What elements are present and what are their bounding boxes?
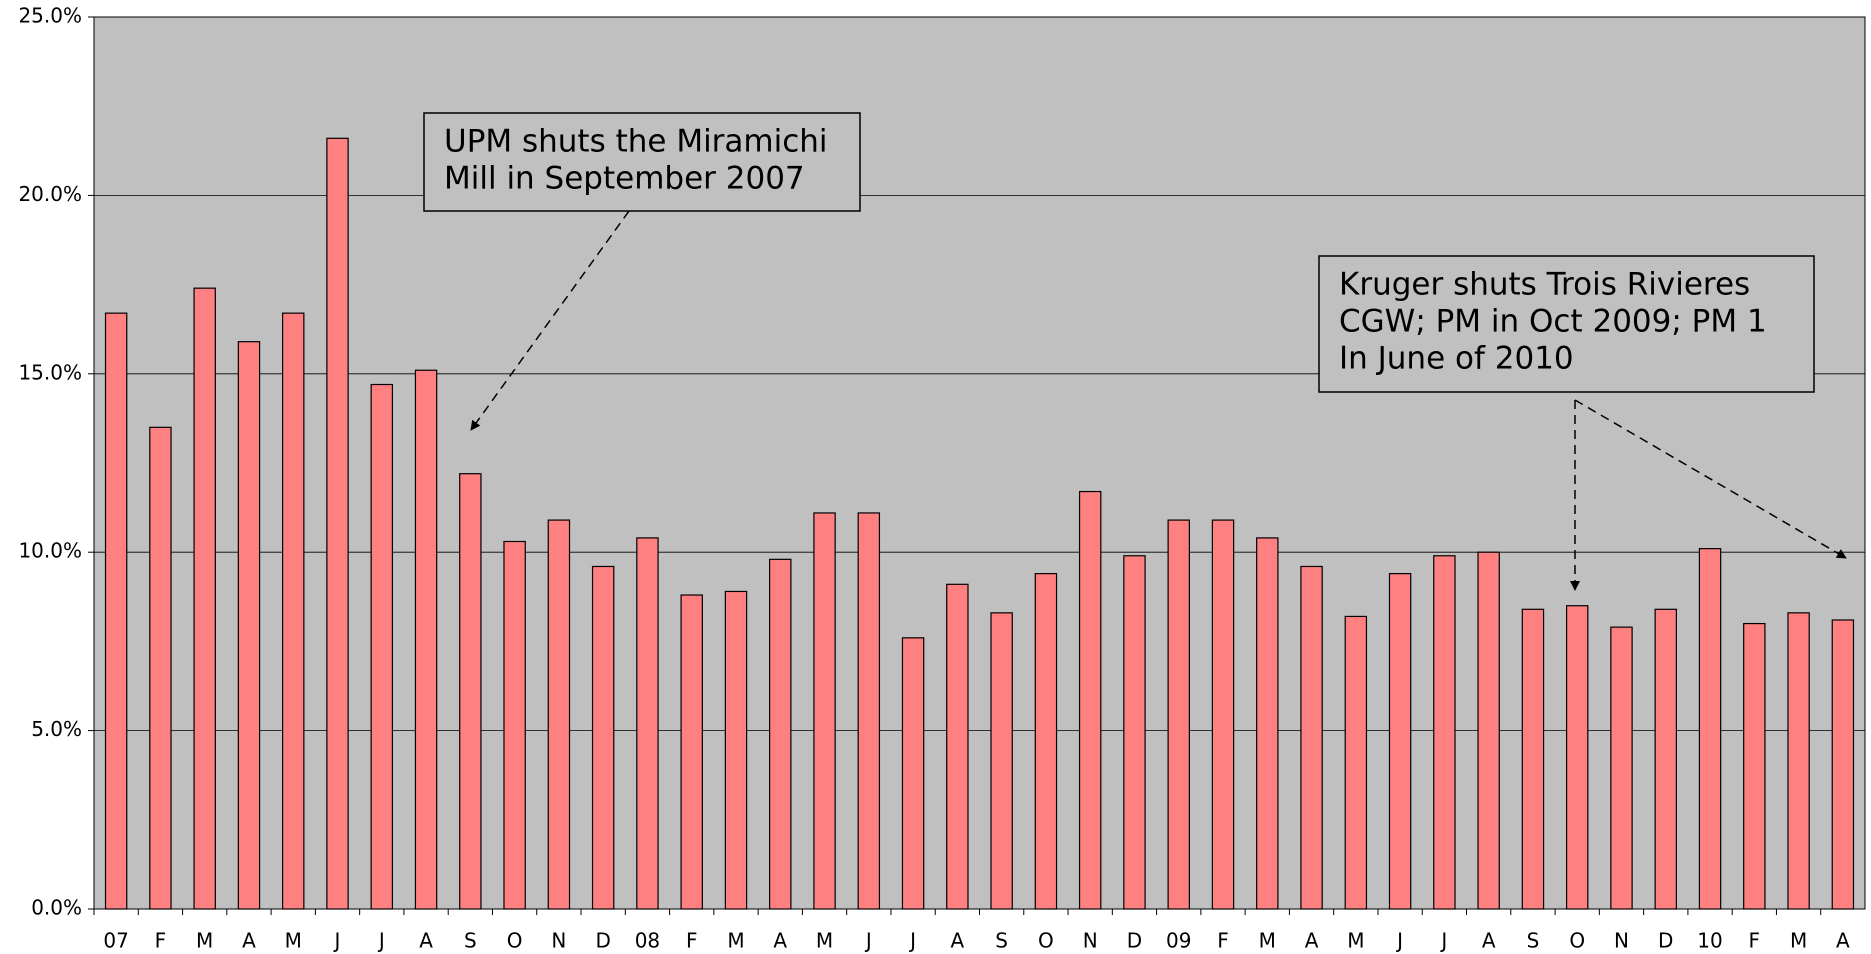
x-tick-label: D (595, 929, 610, 953)
annotation-arrow (1574, 399, 1847, 559)
x-tick-label: D (1658, 929, 1673, 953)
bar (1477, 551, 1500, 910)
bar (1787, 612, 1810, 910)
x-tick-label: O (507, 929, 523, 953)
x-tick-label: M (1347, 929, 1364, 953)
x-tick-label: 09 (1166, 929, 1191, 953)
x-tick-label: S (464, 929, 477, 953)
x-tick-label: J (864, 929, 872, 953)
x-tick-label: 07 (103, 929, 128, 953)
bar (503, 540, 526, 910)
annotation-text: UPM shuts the Miramichi (444, 124, 828, 160)
y-tick-label: 25.0% (18, 4, 82, 28)
x-tick-label: N (551, 929, 566, 953)
bar (990, 612, 1013, 910)
bar (724, 590, 748, 910)
bar (1167, 519, 1190, 910)
x-tick-label: A (242, 929, 256, 953)
bar (1743, 622, 1766, 910)
bar (326, 137, 349, 910)
x-tick-label: M (196, 929, 213, 953)
y-tick-label: 20.0% (18, 182, 82, 206)
bar (1698, 548, 1722, 910)
x-tick-label: 10 (1697, 929, 1722, 953)
y-tick-label: 0.0% (31, 896, 82, 920)
bar (1610, 626, 1633, 910)
annotation-box (423, 112, 861, 212)
bar (149, 426, 172, 910)
bar (1565, 605, 1589, 910)
annotation-text: Mill in September 2007 (444, 161, 805, 197)
x-tick-label: F (1217, 929, 1229, 953)
annotation-box (1318, 255, 1815, 393)
x-tick-label: J (1439, 929, 1447, 953)
bar (104, 312, 128, 910)
x-tick-label: J (377, 929, 385, 953)
x-tick-label: A (1305, 929, 1319, 953)
x-tick-label: J (908, 929, 916, 953)
annotation-text: In June of 2010 (1339, 341, 1574, 377)
bar (459, 473, 482, 910)
y-tick-label: 5.0% (31, 717, 82, 741)
x-tick-label: A (1482, 929, 1496, 953)
x-tick-label: F (1749, 929, 1761, 953)
x-tick-label: O (1569, 929, 1585, 953)
x-tick-label: F (155, 929, 167, 953)
x-tick-label: 08 (635, 929, 660, 953)
bar (1521, 608, 1545, 910)
x-tick-label: N (1614, 929, 1629, 953)
bar (1256, 537, 1279, 910)
x-tick-label: N (1083, 929, 1098, 953)
x-tick-label: A (773, 929, 787, 953)
bar (237, 341, 261, 910)
bar (1433, 555, 1456, 910)
x-tick-label: S (995, 929, 1008, 953)
x-tick-label: O (1038, 929, 1054, 953)
bar (636, 537, 659, 910)
x-tick-label: A (1836, 929, 1850, 953)
y-tick-label: 10.0% (18, 539, 82, 563)
bar (857, 512, 881, 910)
bar (1831, 619, 1855, 910)
plot-area (93, 16, 1866, 910)
bar (946, 583, 969, 910)
bar (1123, 555, 1146, 910)
x-tick-label: F (686, 929, 698, 953)
bar (414, 369, 438, 910)
annotation-text: CGW; PM in Oct 2009; PM 1 (1339, 304, 1767, 340)
annotation-arrow (470, 210, 630, 431)
bar (1344, 615, 1368, 910)
bar (1034, 573, 1058, 910)
x-tick-label: A (951, 929, 965, 953)
x-tick-label: M (285, 929, 302, 953)
bar (1654, 608, 1677, 910)
bar (1388, 573, 1412, 910)
bar (193, 287, 216, 910)
y-tick-label: 15.0% (18, 360, 82, 384)
bar (769, 558, 792, 910)
bar (591, 565, 615, 910)
x-tick-label: M (816, 929, 833, 953)
x-tick-label: J (1395, 929, 1403, 953)
x-tick-label: D (1127, 929, 1142, 953)
bar (680, 594, 703, 910)
annotation-text: Kruger shuts Trois Rivieres (1339, 267, 1750, 303)
bar (901, 637, 925, 910)
x-tick-label: S (1527, 929, 1540, 953)
bar (282, 312, 305, 910)
x-tick-label: M (727, 929, 744, 953)
x-tick-label: M (1790, 929, 1807, 953)
bar (547, 519, 571, 910)
bar (1211, 519, 1235, 910)
bar (1078, 490, 1102, 910)
x-tick-label: J (333, 929, 341, 953)
bar (813, 512, 836, 910)
x-tick-label: M (1259, 929, 1276, 953)
x-tick-label: A (419, 929, 433, 953)
bar (1300, 565, 1323, 910)
bar (370, 383, 394, 910)
